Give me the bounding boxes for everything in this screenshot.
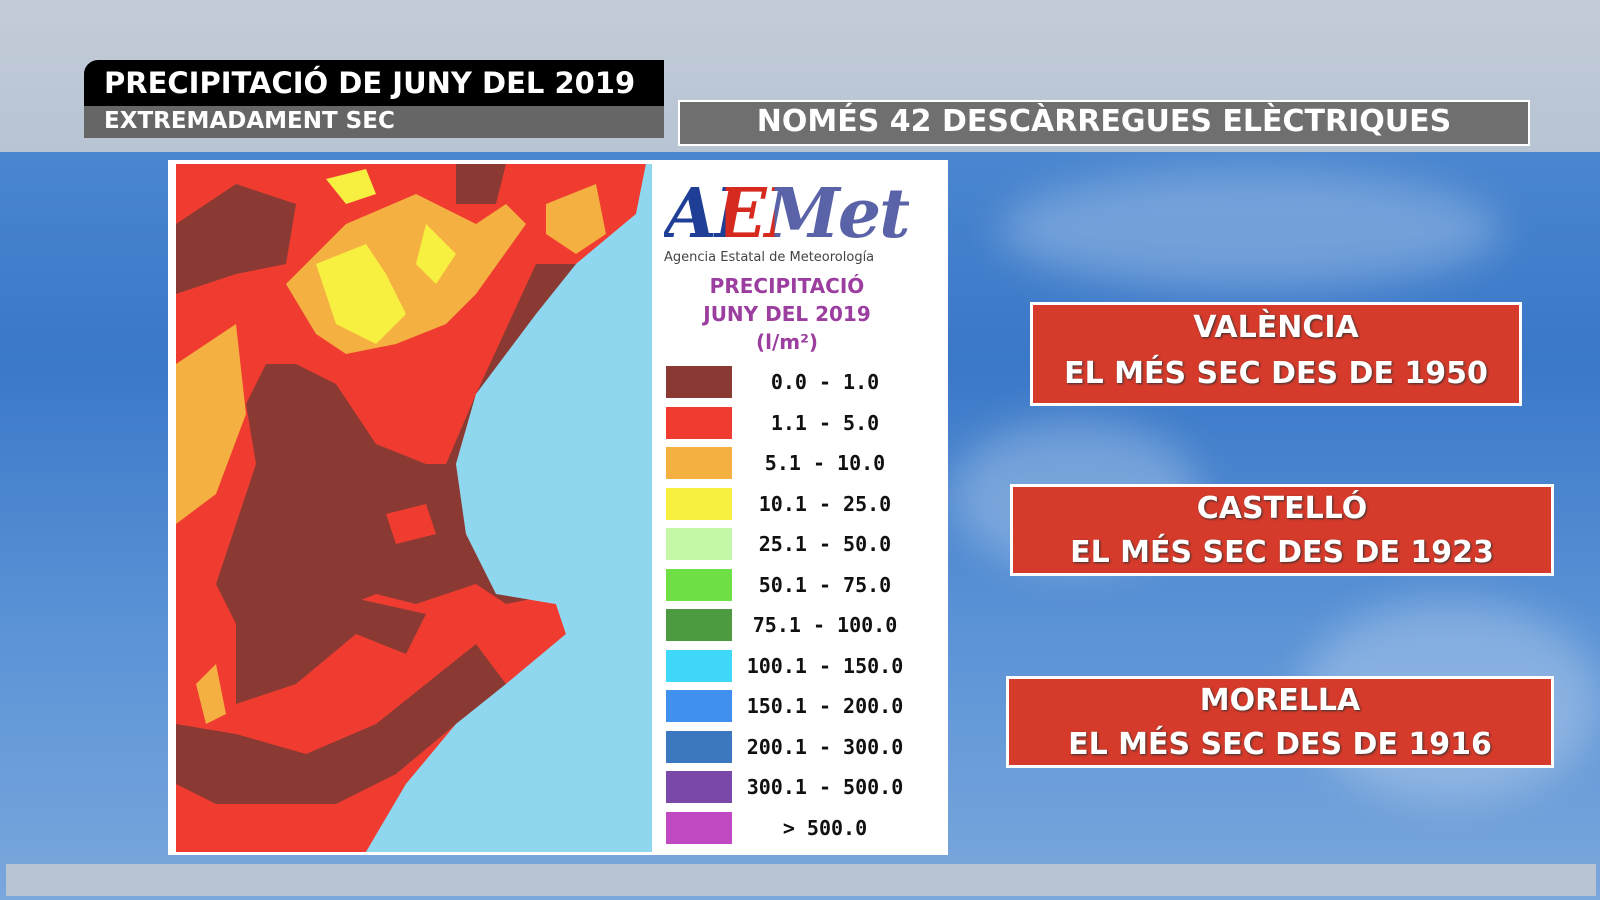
legend-label: 75.1 - 100.0	[752, 613, 898, 637]
title: PRECIPITACIÓ DE JUNY DEL 2019	[84, 60, 664, 106]
legend-item: 1.1 - 5.0	[666, 406, 926, 441]
record-morella: MORELLA EL MÉS SEC DES DE 1916	[1006, 676, 1554, 768]
legend-label: > 500.0	[782, 815, 868, 840]
legend-item: 10.1 - 25.0	[666, 487, 926, 522]
bottom-band	[6, 864, 1596, 896]
record-place: MORELLA	[1199, 683, 1361, 718]
legend-item: > 500.0	[666, 811, 926, 846]
legend-item: 200.1 - 300.0	[666, 730, 926, 765]
precipitation-map	[176, 164, 652, 852]
record-text: EL MÉS SEC DES DE 1916	[1068, 727, 1492, 762]
legend-label: 10.1 - 25.0	[758, 491, 892, 516]
legend-item: 0.0 - 1.0	[666, 366, 926, 400]
legend-title: PRECIPITACIÓ	[709, 274, 865, 298]
aemet-logo: AEMet	[664, 174, 911, 254]
legend-swatch	[666, 528, 732, 560]
legend-swatch	[666, 649, 732, 682]
legend-swatch	[666, 811, 732, 844]
legend-label: 150.1 - 200.0	[746, 694, 904, 718]
agency-name: Agencia Estatal de Meteorología	[664, 250, 875, 265]
record-place: CASTELLÓ	[1196, 491, 1368, 526]
legend-label: 50.1 - 75.0	[758, 572, 892, 597]
legend-label: 25.1 - 50.0	[758, 532, 892, 556]
legend-swatch	[666, 690, 732, 722]
map-legend: AEMet Agencia Estatal de Meteorología PR…	[652, 160, 948, 855]
legend-label: 0.0 - 1.0	[770, 370, 880, 394]
legend-item: 25.1 - 50.0	[666, 528, 926, 562]
legend-swatch	[666, 771, 732, 803]
legend-swatch	[666, 730, 732, 763]
record-text: EL MÉS SEC DES DE 1923	[1070, 535, 1494, 570]
legend-label: 300.1 - 500.0	[746, 775, 904, 799]
legend-swatch	[666, 568, 732, 601]
legend-item: 100.1 - 150.0	[666, 649, 926, 684]
legend-unit: (l/m²)	[755, 330, 819, 354]
record-valencia: VALÈNCIA EL MÉS SEC DES DE 1950	[1030, 302, 1522, 406]
legend-swatch	[666, 447, 732, 479]
legend-swatch	[666, 406, 732, 439]
legend-item: 75.1 - 100.0	[666, 609, 926, 643]
precipitation-map-panel: AEMet Agencia Estatal de Meteorología PR…	[168, 160, 948, 855]
legend-month: JUNY DEL 2019	[703, 302, 871, 326]
legend-item: 150.1 - 200.0	[666, 690, 926, 724]
record-place: VALÈNCIA	[1193, 310, 1359, 345]
legend-item: 50.1 - 75.0	[666, 568, 926, 603]
legend-label: 100.1 - 150.0	[746, 653, 904, 678]
legend-label: 5.1 - 10.0	[764, 451, 886, 475]
legend-label: 200.1 - 300.0	[746, 734, 904, 759]
lightning-banner: NOMÉS 42 DESCÀRREGUES ELÈCTRIQUES	[678, 100, 1530, 146]
legend-item: 5.1 - 10.0	[666, 447, 926, 481]
legend-swatch	[666, 609, 732, 641]
legend-swatch	[666, 487, 732, 520]
subtitle: EXTREMADAMENT SEC	[84, 106, 664, 138]
record-text: EL MÉS SEC DES DE 1950	[1064, 356, 1488, 391]
legend-label: 1.1 - 5.0	[770, 410, 880, 435]
legend-item: 300.1 - 500.0	[666, 771, 926, 805]
legend-swatch	[666, 366, 732, 398]
record-castello: CASTELLÓ EL MÉS SEC DES DE 1923	[1010, 484, 1554, 576]
